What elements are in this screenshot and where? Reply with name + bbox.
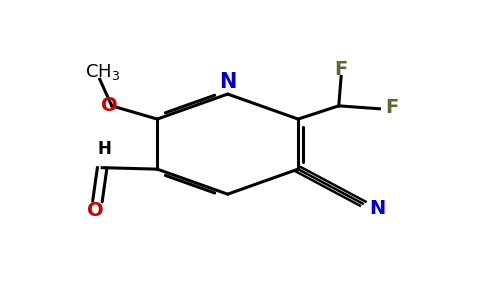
Text: H: H [98, 140, 111, 158]
Text: N: N [369, 200, 385, 218]
Text: F: F [385, 98, 398, 117]
Text: O: O [87, 201, 103, 220]
Text: F: F [334, 59, 348, 79]
Text: CH$_3$: CH$_3$ [85, 62, 120, 82]
Text: N: N [219, 72, 236, 92]
Text: O: O [101, 96, 118, 115]
